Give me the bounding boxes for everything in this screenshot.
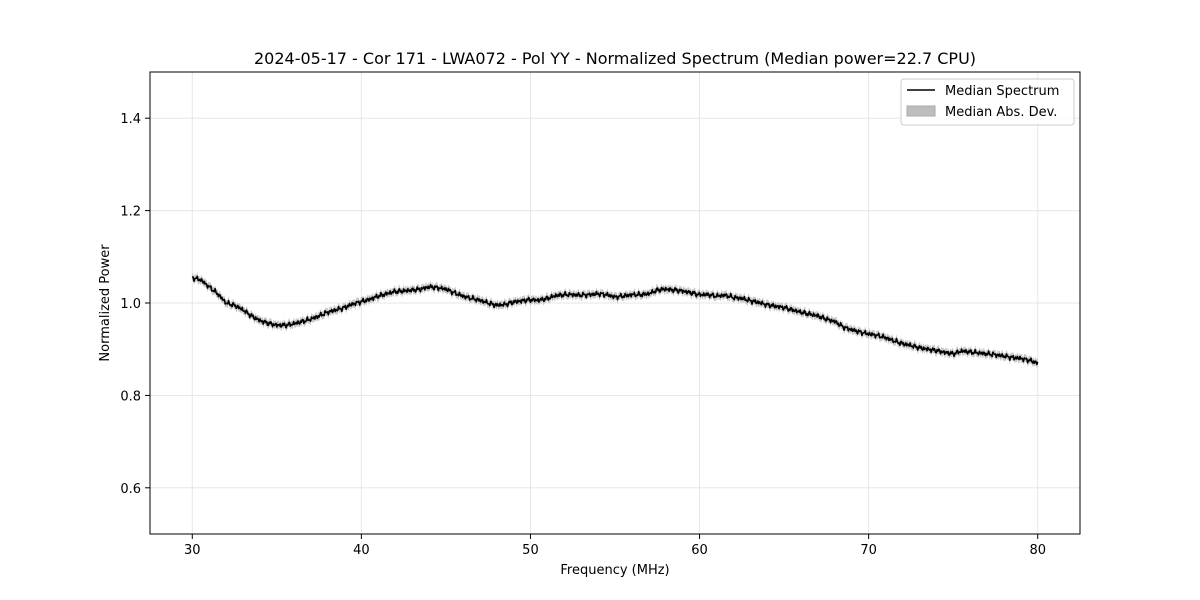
x-tick-label: 70 xyxy=(860,543,877,558)
x-axis-ticks: 30 40 50 60 70 80 xyxy=(184,534,1046,558)
y-tick-label: 1.4 xyxy=(120,112,141,127)
y-tick-label: 0.6 xyxy=(120,482,141,497)
x-tick-label: 40 xyxy=(353,543,370,558)
y-axis-label: Normalized Power xyxy=(98,244,113,362)
x-tick-label: 50 xyxy=(522,543,539,558)
y-tick-label: 1.0 xyxy=(120,297,141,312)
y-tick-label: 1.2 xyxy=(120,205,141,220)
y-tick-label: 0.8 xyxy=(120,389,141,404)
x-tick-label: 30 xyxy=(184,543,201,558)
x-axis-label: Frequency (MHz) xyxy=(560,563,669,578)
chart-title: 2024-05-17 - Cor 171 - LWA072 - Pol YY -… xyxy=(254,49,976,68)
legend-band-swatch xyxy=(906,105,936,117)
legend-box xyxy=(900,78,1075,126)
x-tick-label: 60 xyxy=(691,543,708,558)
legend: Median Spectrum Median Abs. Dev. xyxy=(900,78,1075,126)
legend-label-median-spectrum: Median Spectrum xyxy=(945,84,1059,99)
x-tick-label: 80 xyxy=(1029,543,1046,558)
y-axis-ticks: 0.6 0.8 1.0 1.2 1.4 xyxy=(120,112,150,497)
median-spectrum-line xyxy=(191,275,1039,366)
legend-label-median-abs-dev: Median Abs. Dev. xyxy=(945,105,1057,120)
